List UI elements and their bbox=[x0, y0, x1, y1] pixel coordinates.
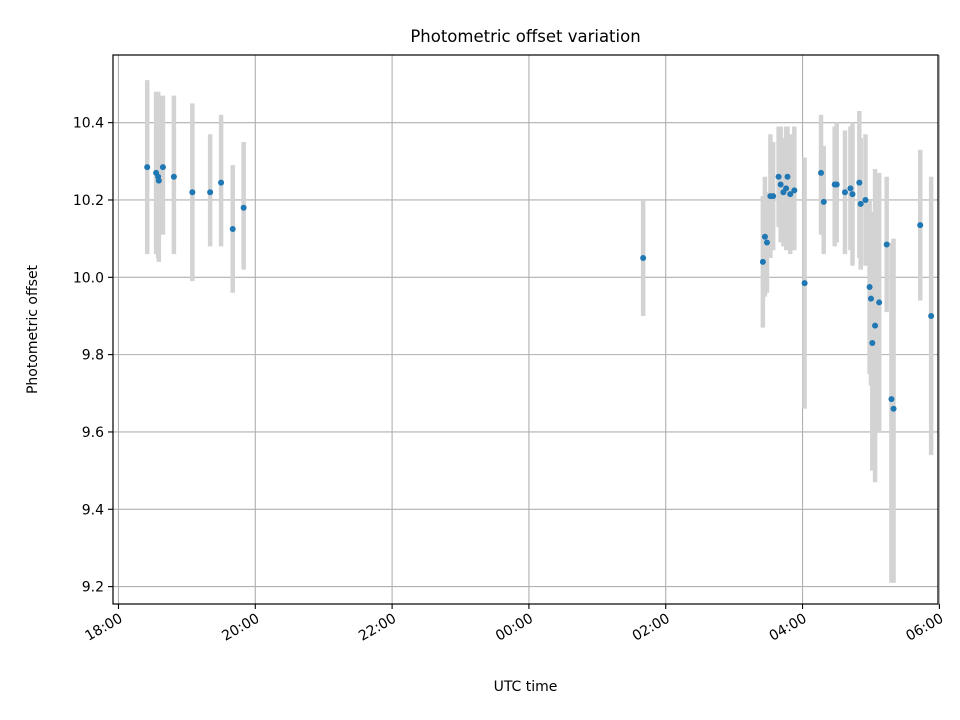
data-point bbox=[155, 177, 162, 184]
data-point bbox=[866, 283, 873, 290]
data-point bbox=[928, 312, 935, 319]
data-point bbox=[862, 196, 869, 203]
data-point bbox=[777, 181, 784, 188]
y-tick-label: 9.2 bbox=[82, 580, 104, 596]
data-point bbox=[770, 193, 777, 200]
data-point bbox=[888, 396, 895, 403]
data-point bbox=[787, 191, 794, 198]
data-point bbox=[640, 254, 647, 261]
data-point bbox=[876, 299, 883, 306]
data-point bbox=[820, 198, 827, 205]
data-point bbox=[775, 173, 782, 180]
data-point bbox=[218, 179, 225, 186]
data-point bbox=[759, 258, 766, 265]
data-point bbox=[872, 322, 879, 329]
data-point bbox=[841, 189, 848, 196]
data-point bbox=[856, 179, 863, 186]
y-axis-ticks: 9.2 9.4 9.6 9.8 10.0 10.2 10.4 bbox=[73, 116, 113, 596]
data-point bbox=[833, 181, 840, 188]
data-point bbox=[857, 200, 864, 207]
plot-frame bbox=[112, 54, 939, 605]
y-tick-label: 10.0 bbox=[73, 270, 104, 286]
data-point bbox=[883, 241, 890, 248]
data-point bbox=[849, 191, 856, 198]
data-point bbox=[890, 405, 897, 412]
data-point bbox=[801, 280, 808, 287]
data-point bbox=[761, 233, 768, 240]
data-point bbox=[847, 185, 854, 192]
data-point bbox=[784, 173, 791, 180]
data-point bbox=[207, 189, 214, 196]
data-point bbox=[869, 340, 876, 347]
data-point bbox=[791, 187, 798, 194]
data-point bbox=[783, 185, 790, 192]
data-point bbox=[229, 225, 236, 232]
y-tick-label: 9.8 bbox=[82, 348, 104, 364]
data-point bbox=[818, 169, 825, 176]
data-point bbox=[170, 173, 177, 180]
data-point bbox=[917, 222, 924, 229]
data-point bbox=[189, 189, 196, 196]
data-point bbox=[867, 295, 874, 302]
y-tick-label: 9.4 bbox=[82, 502, 104, 518]
data-point bbox=[159, 164, 166, 171]
y-tick-label: 10.2 bbox=[73, 193, 104, 209]
chart-title: Photometric offset variation bbox=[410, 27, 640, 46]
data-point bbox=[240, 204, 247, 211]
x-axis-label: UTC time bbox=[494, 679, 558, 695]
data-point bbox=[763, 239, 770, 246]
y-axis-label: Photometric offset bbox=[25, 264, 41, 394]
y-tick-label: 9.6 bbox=[82, 425, 104, 441]
data-point bbox=[144, 164, 151, 171]
y-tick-label: 10.4 bbox=[73, 116, 104, 132]
data-points bbox=[144, 164, 935, 412]
